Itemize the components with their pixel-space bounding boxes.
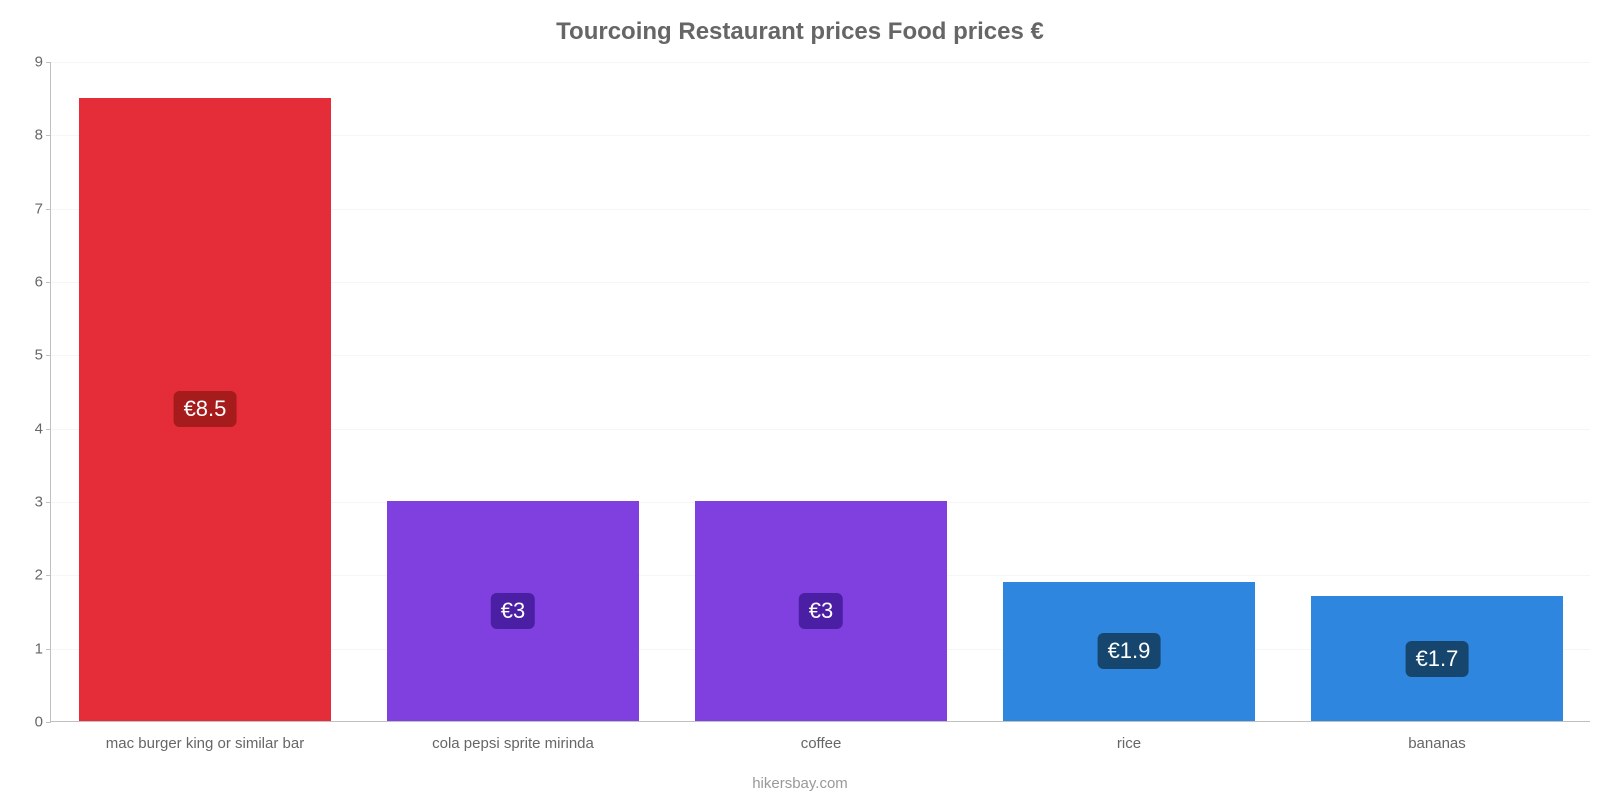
bar-slot: €8.5mac burger king or similar bar — [51, 62, 359, 721]
bar-value-label: €8.5 — [174, 391, 237, 427]
y-tick-label: 1 — [35, 640, 51, 657]
bar-slot: €1.9rice — [975, 62, 1283, 721]
bar-value-label: €3 — [491, 593, 535, 629]
bar-value-label: €1.9 — [1098, 633, 1161, 669]
chart-attribution: hikersbay.com — [0, 775, 1600, 792]
bar: €8.5 — [79, 98, 332, 721]
x-category-label: bananas — [1408, 721, 1466, 752]
bar: €1.7 — [1311, 596, 1564, 721]
y-tick-label: 8 — [35, 127, 51, 144]
y-tick-label: 6 — [35, 274, 51, 291]
bar-slot: €1.7bananas — [1283, 62, 1591, 721]
x-category-label: coffee — [801, 721, 842, 752]
y-tick-label: 4 — [35, 420, 51, 437]
y-tick-label: 7 — [35, 200, 51, 217]
bar-slot: €3cola pepsi sprite mirinda — [359, 62, 667, 721]
bar-value-label: €3 — [799, 593, 843, 629]
x-category-label: cola pepsi sprite mirinda — [432, 721, 594, 752]
x-category-label: rice — [1117, 721, 1141, 752]
y-tick-label: 2 — [35, 567, 51, 584]
chart-title: Tourcoing Restaurant prices Food prices … — [0, 18, 1600, 46]
bar: €1.9 — [1003, 582, 1256, 721]
bar-slot: €3coffee — [667, 62, 975, 721]
y-tick-label: 5 — [35, 347, 51, 364]
bar: €3 — [387, 501, 640, 721]
y-tick-label: 0 — [35, 714, 51, 731]
x-category-label: mac burger king or similar bar — [106, 721, 304, 752]
price-bar-chart: Tourcoing Restaurant prices Food prices … — [0, 0, 1600, 800]
bar: €3 — [695, 501, 948, 721]
plot-area: 0123456789€8.5mac burger king or similar… — [50, 62, 1590, 722]
bar-value-label: €1.7 — [1406, 641, 1469, 677]
y-tick-label: 3 — [35, 494, 51, 511]
y-tick-label: 9 — [35, 54, 51, 71]
